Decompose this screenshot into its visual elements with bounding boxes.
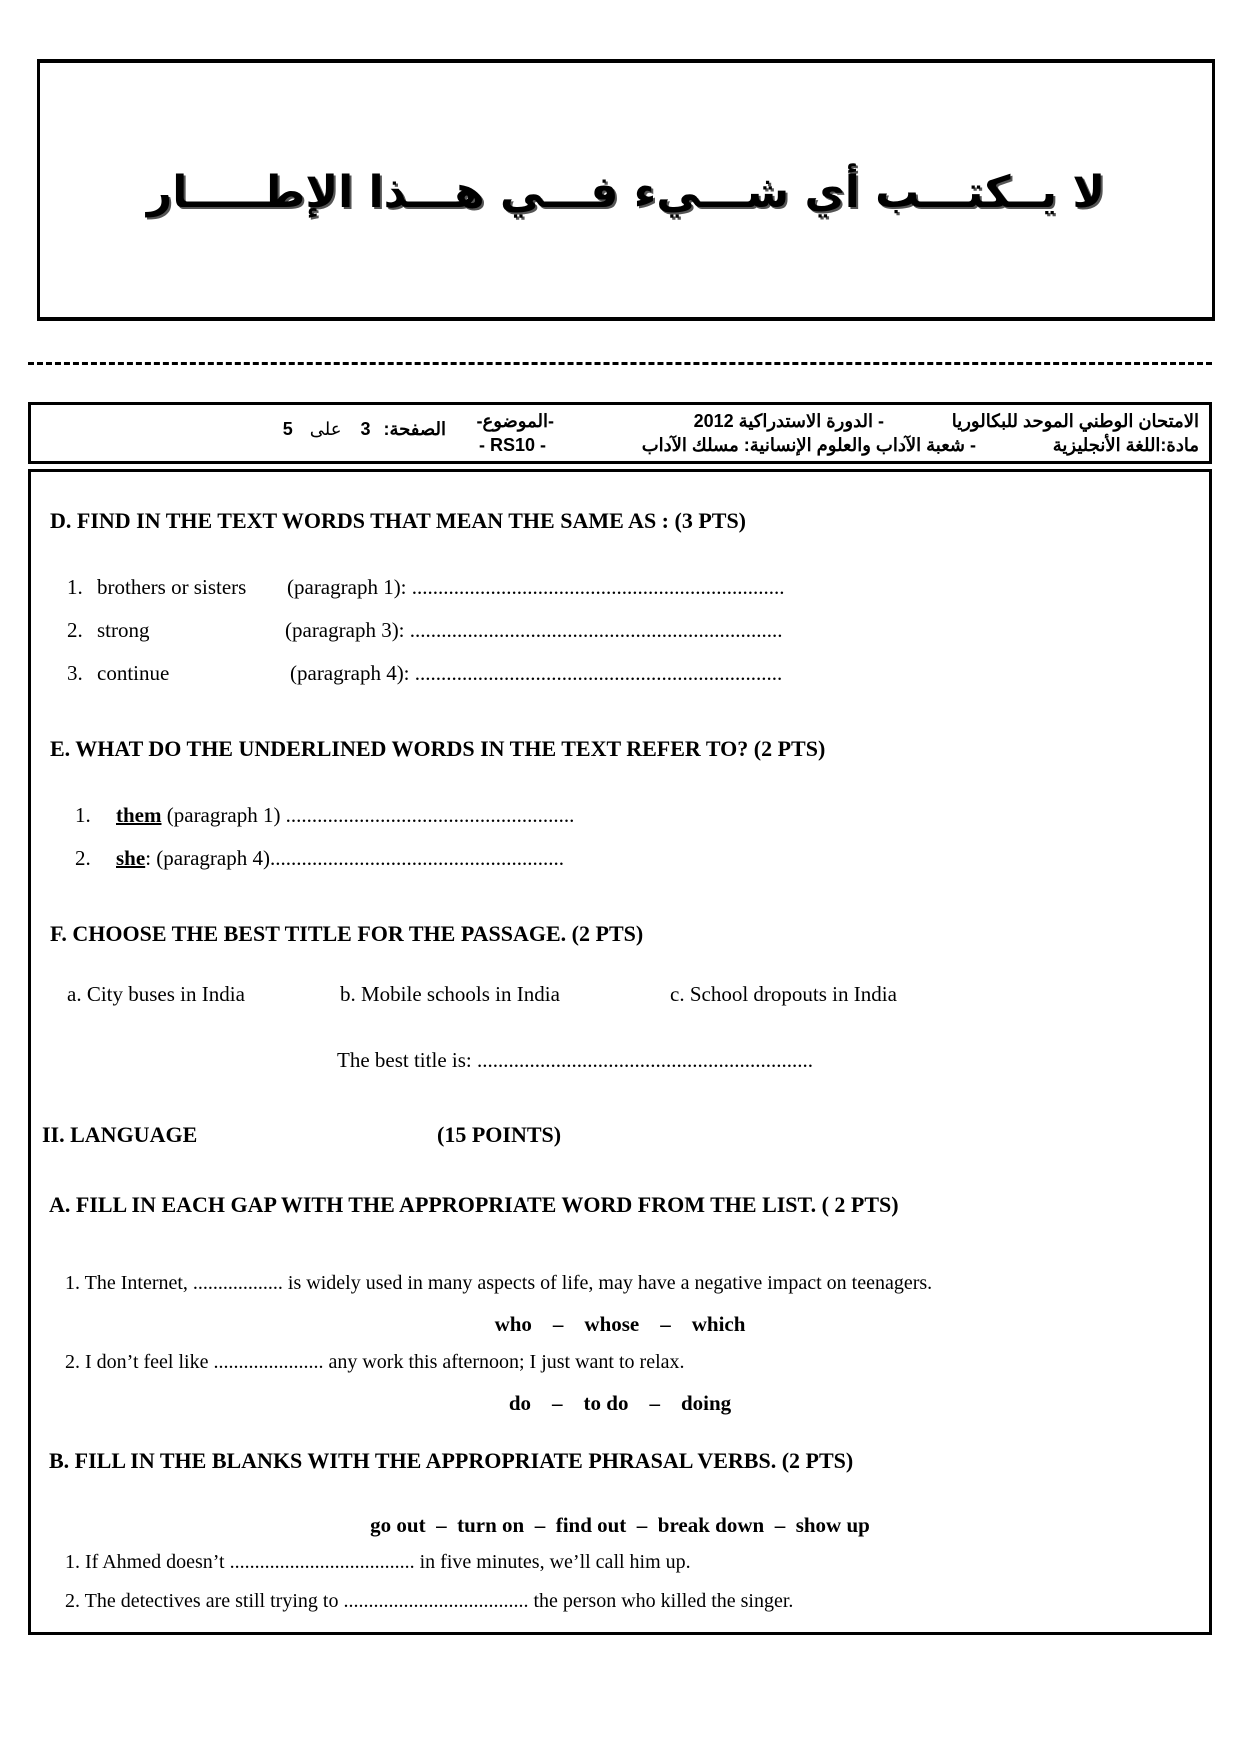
d-item-2-answer[interactable]: (paragraph 3): .........................… [285, 618, 783, 642]
a-choices-2: do – to do – doing [508, 1391, 732, 1415]
page-indicator: الصفحة: 3 على 5 [277, 419, 446, 440]
d-item-1-answer[interactable]: (paragraph 1): .........................… [287, 575, 785, 599]
page-of: على [309, 419, 342, 439]
d-item-1-word: brothers or sisters [97, 575, 247, 599]
f-option-c: c. School dropouts in India [670, 982, 897, 1006]
d-item-3-answer[interactable]: (paragraph 4): .........................… [290, 661, 783, 685]
d-item-2-num: 2. [67, 618, 83, 642]
e-item-2[interactable]: she: (paragraph 4)......................… [116, 846, 564, 871]
d-item-3-num: 3. [67, 661, 83, 685]
page-current: 3 [360, 419, 371, 439]
e-item-1-word: them [116, 803, 162, 827]
section-d-heading: D. FIND IN THE TEXT WORDS THAT MEAN THE … [50, 508, 747, 533]
cut-line-divider [28, 362, 1212, 365]
b-item-2[interactable]: 2. The detectives are still trying to ..… [65, 1590, 794, 1612]
e-item-2-word: she [116, 846, 146, 870]
e-item-2-num: 2. [75, 846, 91, 870]
do-not-write-notice: لا يــكتـــب أي شـــيء فـــي هـــذا الإط… [146, 167, 1106, 218]
d-item-1-num: 1. [67, 575, 83, 599]
b-verb-list: go out – turn on – find out – break down… [370, 1513, 870, 1537]
language-heading: II. LANGUAGE [42, 1122, 198, 1147]
b-item-1[interactable]: 1. If Ahmed doesn’t ....................… [65, 1551, 691, 1573]
f-option-a: a. City buses in India [67, 982, 245, 1006]
f-answer-line[interactable]: The best title is: .....................… [337, 1048, 813, 1072]
a-item-1[interactable]: 1. The Internet, .................. is w… [65, 1272, 933, 1294]
branch-name: - شعبة الآداب والعلوم الإنسانية: مسلك ال… [641, 435, 976, 455]
page-label: الصفحة: [383, 419, 446, 439]
e-item-1-answer: (paragraph 1) ..........................… [161, 803, 575, 827]
language-points: (15 POINTS) [437, 1122, 562, 1147]
f-option-b: b. Mobile schools in India [340, 982, 560, 1006]
e-item-2-answer: : (paragraph 4).........................… [145, 846, 564, 870]
exam-header: الامتحان الوطني الموحد للبكالوريا - الدو… [28, 402, 1212, 464]
exam-title: الامتحان الوطني الموحد للبكالوريا [951, 411, 1199, 431]
a-item-2[interactable]: 2. I don’t feel like ...................… [65, 1351, 685, 1373]
subject-label: -الموضوع- [476, 411, 554, 431]
course-name: مادة:اللغة الأنجليزية [1052, 435, 1199, 455]
d-item-2-word: strong [97, 618, 150, 642]
exam-session: - الدورة الاستدراكية 2012 [693, 411, 884, 431]
a-choices-1: who – whose – which [494, 1312, 746, 1336]
e-item-1[interactable]: them (paragraph 1) .....................… [116, 803, 574, 828]
d-item-3-word: continue [97, 661, 170, 685]
subject-code: - RS10 - [478, 435, 546, 455]
do-not-write-box: لا يــكتـــب أي شـــيء فـــي هـــذا الإط… [37, 59, 1215, 321]
e-item-1-num: 1. [75, 803, 91, 827]
section-f-heading: F. CHOOSE THE BEST TITLE FOR THE PASSAGE… [50, 921, 644, 946]
section-a-heading: A. FILL IN EACH GAP WITH THE APPROPRIATE… [49, 1192, 899, 1217]
exam-content-box [28, 469, 1212, 1635]
section-e-heading: E. WHAT DO THE UNDERLINED WORDS IN THE T… [50, 736, 826, 761]
section-b-heading: B. FILL IN THE BLANKS WITH THE APPROPRIA… [49, 1448, 854, 1473]
page-total: 5 [282, 419, 293, 439]
